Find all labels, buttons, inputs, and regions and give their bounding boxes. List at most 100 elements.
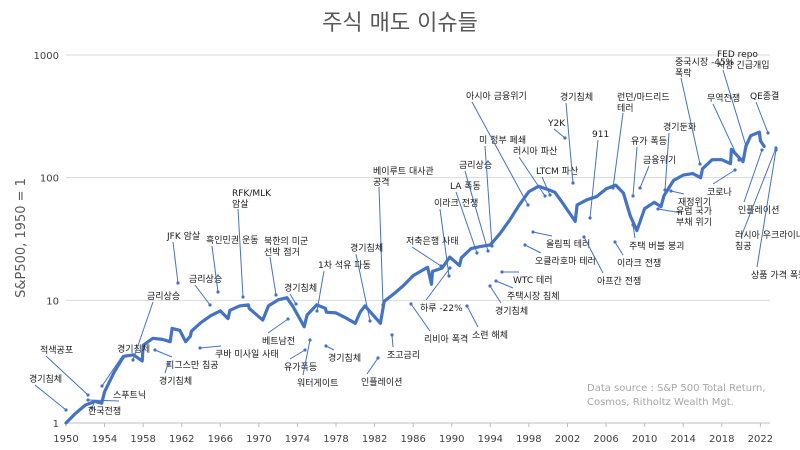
annotation-label: 런던/마드리드 테러 <box>617 92 670 114</box>
annotation: LA 폭동 <box>450 181 481 255</box>
annotation: FED repo 시장 긴급개입 <box>717 50 770 148</box>
annotation: 런던/마드리드 테러 <box>611 92 670 190</box>
annotation-point <box>486 249 490 253</box>
annotation-point <box>381 303 385 307</box>
annotation-point <box>198 346 202 350</box>
annotation-point <box>294 302 298 306</box>
x-tick-label: 2006 <box>593 434 618 445</box>
annotation: 유가 폭등 <box>631 136 667 198</box>
annotation-arrow <box>755 101 769 134</box>
x-tick-label: 1962 <box>169 434 194 445</box>
annotation-label: RFK/MLK 암살 <box>232 189 272 210</box>
annotation-point <box>308 338 312 342</box>
annotation-point <box>656 207 660 211</box>
x-tick-label: 1982 <box>362 434 387 445</box>
annotation: 스푸트닉 <box>86 390 146 402</box>
annotation-label: 인플레이션 <box>738 205 779 216</box>
annotation: 경기침체 <box>324 344 361 364</box>
annotation-arrow <box>302 339 311 376</box>
annotation-arrow <box>541 176 551 196</box>
annotation-arrow <box>378 186 384 306</box>
annotation-label: 경기침체 <box>560 91 593 103</box>
annotation: 워터게이트 <box>297 338 338 389</box>
annotation-arrow <box>712 169 736 185</box>
annotation-label: QE종결 <box>750 91 779 102</box>
annotation: 경기침체 <box>350 242 383 323</box>
annotation-arrow <box>466 305 479 328</box>
annotation-arrow <box>518 156 546 197</box>
annotation-label: 올림픽 테러 <box>546 238 590 250</box>
annotation-label: 경기침체 <box>117 343 150 355</box>
x-tick-label: 1966 <box>208 434 233 445</box>
annotation-label: 금리상승 <box>459 160 492 171</box>
y-tick-label: 1000 <box>34 51 59 62</box>
annotation: 주택시장 침체 <box>494 279 560 302</box>
annotation-point <box>409 302 413 306</box>
annotation-arrow <box>267 318 289 334</box>
x-tick-label: 1954 <box>92 434 117 445</box>
annotation-arrow <box>680 77 701 165</box>
annotation-point <box>588 216 592 220</box>
annotation-arrow <box>211 245 219 293</box>
annotation-label: 유럽 국가 부채 위기 <box>676 206 712 228</box>
annotation: 금융위기 <box>638 155 676 190</box>
annotation-arrow <box>484 145 493 247</box>
annotation-point <box>303 348 307 352</box>
annotation-point <box>631 194 635 198</box>
annotation-arrow <box>740 147 777 238</box>
annotation: 북한의 미군 선박 점거 <box>264 236 308 297</box>
annotation-label: 러시아 파산 <box>513 146 557 157</box>
annotation-label: 리비아 폭격 <box>424 333 468 345</box>
annotation-point <box>86 398 90 402</box>
annotation-point <box>613 240 617 244</box>
annotation-label: 경기침체 <box>284 282 317 294</box>
annotation: 상품 가격 폭등 <box>751 148 800 281</box>
annotation-point <box>315 309 319 313</box>
annotation-label: 경기침체 <box>29 373 62 385</box>
annotation-label: FED repo 시장 긴급개입 <box>717 50 770 71</box>
annotation-label: 주택시장 침체 <box>507 291 560 302</box>
annotation-point <box>448 266 452 270</box>
y-axis-label: S&P500, 1950 = 1 <box>14 178 29 298</box>
annotation-label: 경기침체 <box>328 352 361 364</box>
annotation-label: 경기둔화 <box>663 121 696 133</box>
annotation-arrow <box>565 102 574 184</box>
annotation-label: 저축은행 사태 <box>406 235 459 247</box>
annotation-label: 911 <box>592 130 609 140</box>
annotation-arrow <box>712 103 740 161</box>
annotation-label: 러시아 우크라이나 침공 <box>735 230 800 252</box>
annotation: 코로나 <box>707 168 737 198</box>
annotation-point <box>774 148 778 152</box>
annotation-label: 워터게이트 <box>297 378 338 389</box>
annotation-label: 베트남전 <box>262 336 295 347</box>
x-tick-label: 1958 <box>130 434 155 445</box>
annotation-point <box>523 243 527 247</box>
annotation-arrow <box>289 293 297 305</box>
annotation-label: WTC 테러 <box>513 275 553 286</box>
annotation-label: 주택 버블 붕괴 <box>629 241 684 252</box>
annotation: 경기침체 <box>29 373 68 412</box>
annotation-arrow <box>237 208 244 298</box>
annotation: 흑인민권 운동 <box>206 234 259 294</box>
annotation-point <box>548 193 552 197</box>
annotation-arrow <box>132 301 154 361</box>
source-line-2: Cosmos, Ritholtz Wealth Mgt. <box>587 397 734 408</box>
annotation-point <box>638 186 642 190</box>
annotation-point <box>733 168 737 172</box>
annotation-arrow <box>366 357 379 375</box>
x-tick-label: 2014 <box>670 434 695 445</box>
annotation-label: 북한의 미군 선박 점거 <box>264 236 308 258</box>
annotation-arrow <box>756 149 777 268</box>
annotation-point <box>324 344 328 348</box>
annotation: 금리상승 <box>459 160 492 253</box>
annotation: 경기둔화 <box>663 121 696 192</box>
annotation-arrow <box>289 349 306 360</box>
y-tick-label: 1 <box>53 419 59 430</box>
annotation-arrow <box>722 69 747 147</box>
annotation-point <box>744 144 748 148</box>
annotation-label: 유가폭등 <box>284 362 317 373</box>
annotation: 경기침체 <box>560 91 593 185</box>
annotation-arrow <box>583 236 604 274</box>
annotation-label: 쿠바 미사일 사태 <box>215 349 279 360</box>
annotation-arrow <box>355 253 371 322</box>
